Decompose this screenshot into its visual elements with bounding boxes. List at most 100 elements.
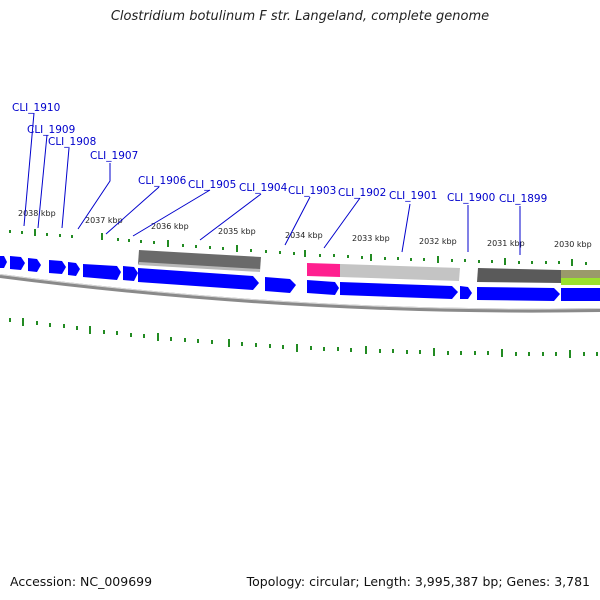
tick [350, 348, 352, 352]
tick [319, 254, 321, 257]
gene-arrow [123, 266, 138, 281]
tick-major [569, 350, 571, 358]
tick [195, 245, 197, 248]
tick-major [370, 254, 372, 261]
tick [447, 351, 449, 355]
tick [128, 239, 130, 242]
leader-line [323, 197, 361, 249]
gene-arrow [28, 258, 41, 272]
upper-tick-track [9, 229, 587, 266]
genome-summary-text: Topology: circular; Length: 3,995,387 bp… [246, 574, 590, 589]
tick [518, 261, 520, 264]
tick [460, 351, 462, 355]
gene-label[interactable]: CLI_1907 [90, 150, 138, 162]
gene-label[interactable]: CLI_1908 [48, 136, 96, 148]
tick [531, 261, 533, 264]
tick-major [101, 233, 103, 240]
tick [117, 238, 119, 241]
tick-major [501, 349, 503, 357]
kbp-label: 2035 kbp [218, 227, 256, 236]
genome-backbone-highlight [0, 274, 600, 310]
tick [542, 352, 544, 356]
tick [279, 251, 281, 254]
gene-arrow [307, 280, 339, 295]
gene-arrow [0, 256, 7, 268]
tick [36, 321, 38, 325]
tick [170, 337, 172, 341]
leader-line [105, 186, 160, 235]
tick [130, 333, 132, 337]
tick [211, 340, 213, 344]
genome-backbone [0, 274, 600, 313]
gene-label[interactable]: CLI_1902 [338, 187, 386, 199]
leader-line [199, 193, 262, 241]
tick [478, 260, 480, 263]
tick-major [236, 245, 238, 252]
tick-major [34, 229, 36, 236]
tick [143, 334, 145, 338]
gene-label[interactable]: CLI_1909 [27, 124, 75, 136]
tick [515, 352, 517, 356]
tick [250, 249, 252, 252]
tick [558, 261, 560, 264]
tick [59, 234, 61, 237]
map-title: Clostridium botulinum F str. Langeland, … [110, 9, 490, 24]
gene-label[interactable]: CLI_1910 [12, 102, 60, 114]
feature-light-gray-1 [138, 262, 260, 272]
tick [140, 240, 142, 243]
tick [46, 233, 48, 236]
gene-label-group: CLI_1910 CLI_1909 CLI_1908 CLI_1907 CLI_… [12, 102, 547, 205]
tick [116, 331, 118, 335]
tick [528, 352, 530, 356]
kbp-label: 2032 kbp [419, 237, 457, 246]
tick [585, 262, 587, 265]
tick [379, 349, 381, 353]
kbp-label: 2034 kbp [285, 231, 323, 240]
leader-line [61, 147, 70, 229]
tick [269, 344, 271, 348]
tick [406, 350, 408, 354]
gene-arrow [561, 288, 600, 301]
tick [410, 258, 412, 261]
tick [63, 324, 65, 328]
kbp-label: 2036 kbp [151, 222, 189, 231]
feature-magenta [307, 263, 340, 277]
gene-label[interactable]: CLI_1906 [138, 175, 187, 187]
lower-tick-track [9, 318, 598, 358]
tick [337, 347, 339, 351]
gene-arrow [340, 282, 458, 299]
gene-arrow [460, 286, 472, 299]
tick [222, 247, 224, 250]
tick [153, 241, 155, 244]
gene-arrow [68, 262, 80, 276]
tick [21, 231, 23, 234]
gene-label[interactable]: CLI_1900 [447, 192, 495, 204]
tick-major [22, 318, 24, 326]
gene-label[interactable]: CLI_1905 [188, 179, 236, 191]
kbp-label-group: 2038 kbp 2037 kbp 2036 kbp 2035 kbp 2034… [18, 209, 592, 249]
leader-line [284, 196, 311, 246]
gene-label[interactable]: CLI_1903 [288, 185, 336, 197]
kbp-label: 2037 kbp [85, 216, 123, 225]
gene-label[interactable]: CLI_1904 [239, 182, 288, 194]
gene-arrow [49, 260, 66, 274]
tick [103, 330, 105, 334]
tick [310, 346, 312, 350]
tick [419, 350, 421, 354]
leader-lines [23, 112, 521, 255]
leader-line [401, 203, 411, 253]
tick [423, 258, 425, 261]
feature-lime [561, 278, 600, 285]
accession-text: Accession: NC_009699 [10, 574, 153, 589]
tick [392, 349, 394, 353]
tick [583, 352, 585, 356]
kbp-label: 2033 kbp [352, 234, 390, 243]
tick [209, 246, 211, 249]
tick-major [365, 346, 367, 354]
tick-major [167, 240, 169, 247]
tick-major [571, 259, 573, 266]
gene-label[interactable]: CLI_1899 [499, 193, 547, 205]
tick [182, 244, 184, 247]
gene-label[interactable]: CLI_1901 [389, 190, 437, 202]
